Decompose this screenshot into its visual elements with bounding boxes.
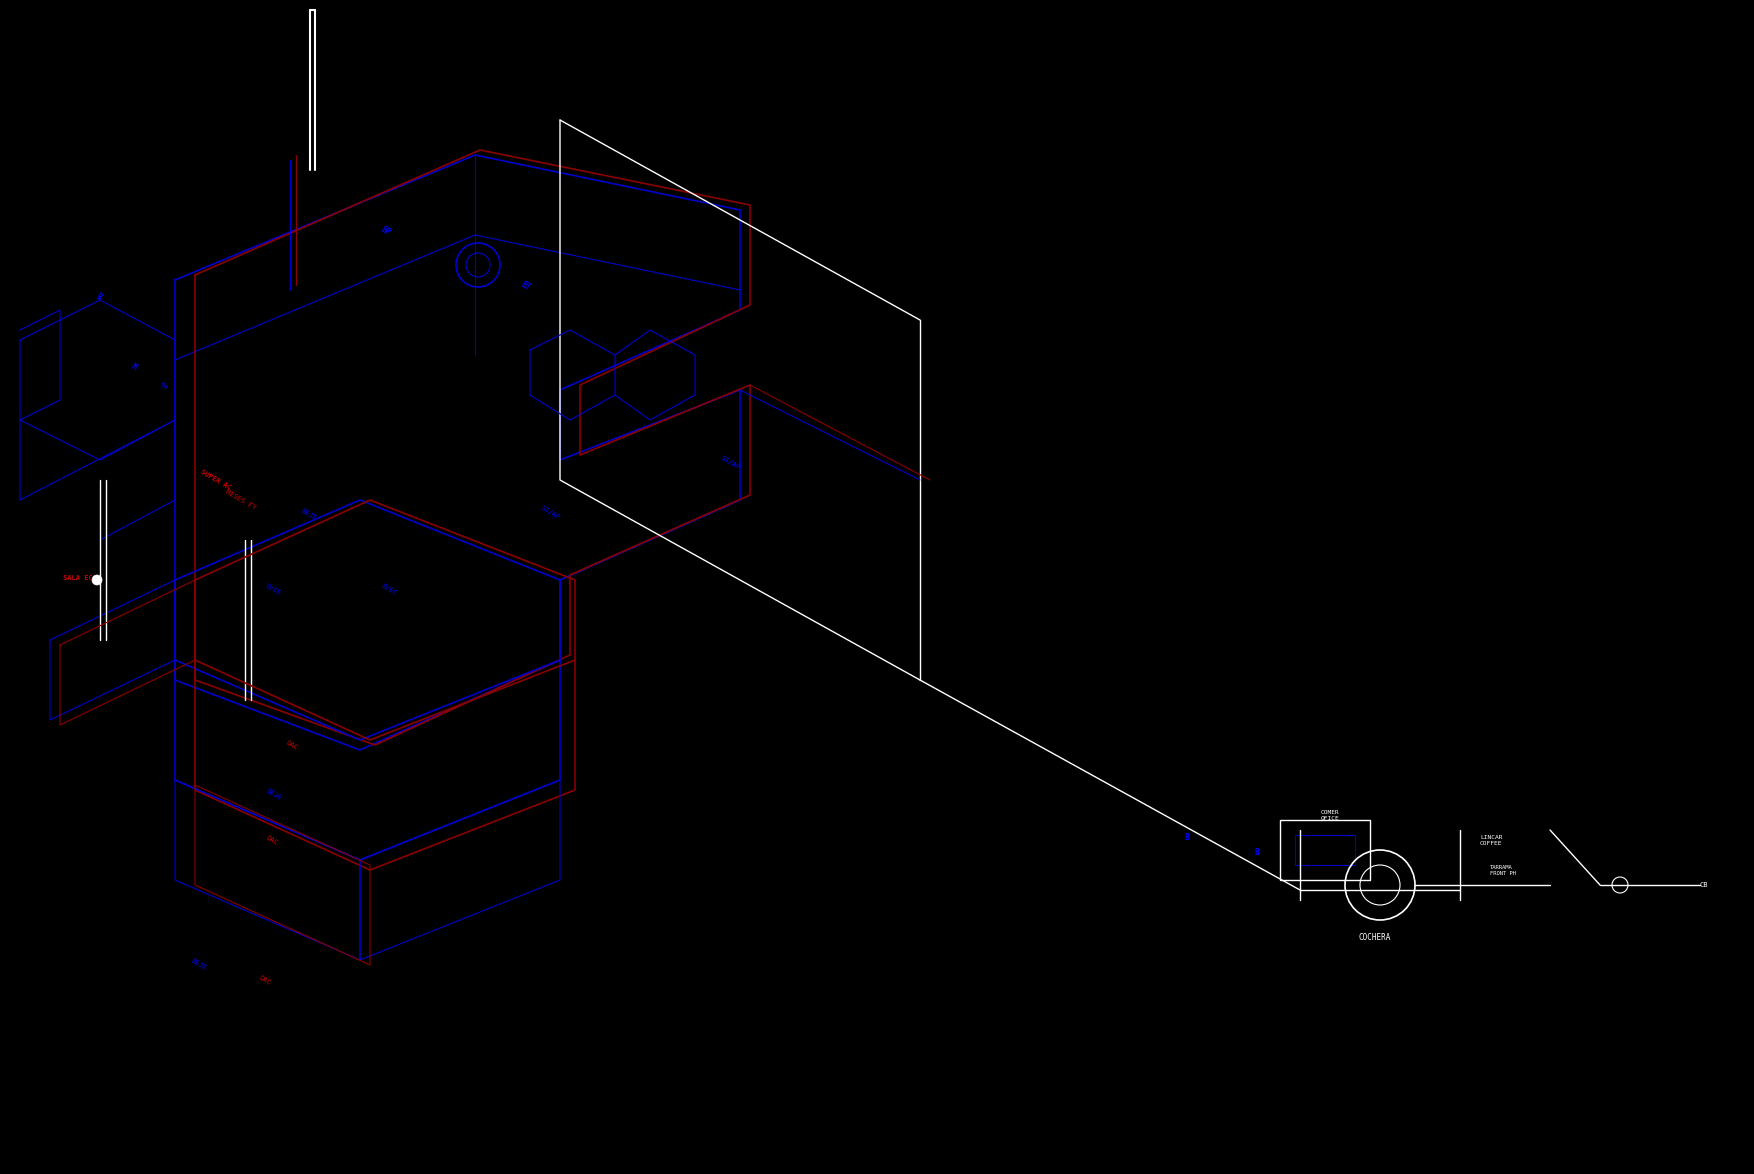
Circle shape (91, 575, 102, 585)
Text: B: B (1186, 834, 1189, 842)
Bar (1280, 819, 1370, 880)
Text: B/EC: B/EC (381, 582, 398, 596)
Text: COCHERA: COCHERA (1359, 933, 1391, 942)
Text: BEJE: BEJE (300, 507, 317, 521)
Text: MESES FY: MESES FY (225, 488, 258, 511)
Text: DAC: DAC (258, 974, 272, 986)
Bar (1294, 835, 1356, 865)
Text: BEJE: BEJE (189, 957, 207, 971)
Text: ST/AP: ST/AP (540, 505, 561, 521)
Text: B: B (95, 292, 103, 302)
Text: D/CE: D/CE (265, 582, 282, 596)
Text: ST/AP: ST/AP (719, 456, 742, 471)
Text: DAC: DAC (284, 740, 298, 751)
Text: M: M (130, 362, 139, 372)
Text: CB: CB (1700, 882, 1708, 888)
Text: LINCAR
COFFEE: LINCAR COFFEE (1480, 835, 1503, 846)
Text: BEJE: BEJE (265, 788, 282, 801)
Text: DAC: DAC (265, 835, 279, 846)
Text: TARRAMA
FRONT PH: TARRAMA FRONT PH (1489, 865, 1515, 876)
Text: SUPER AC: SUPER AC (200, 468, 233, 491)
Text: B: B (1256, 848, 1259, 857)
Text: COMER
OFICE: COMER OFICE (1321, 810, 1340, 821)
Text: TH: TH (158, 382, 168, 391)
Text: BT: BT (519, 279, 533, 292)
Text: SALA EC: SALA EC (63, 575, 93, 581)
Text: BP: BP (381, 224, 393, 237)
